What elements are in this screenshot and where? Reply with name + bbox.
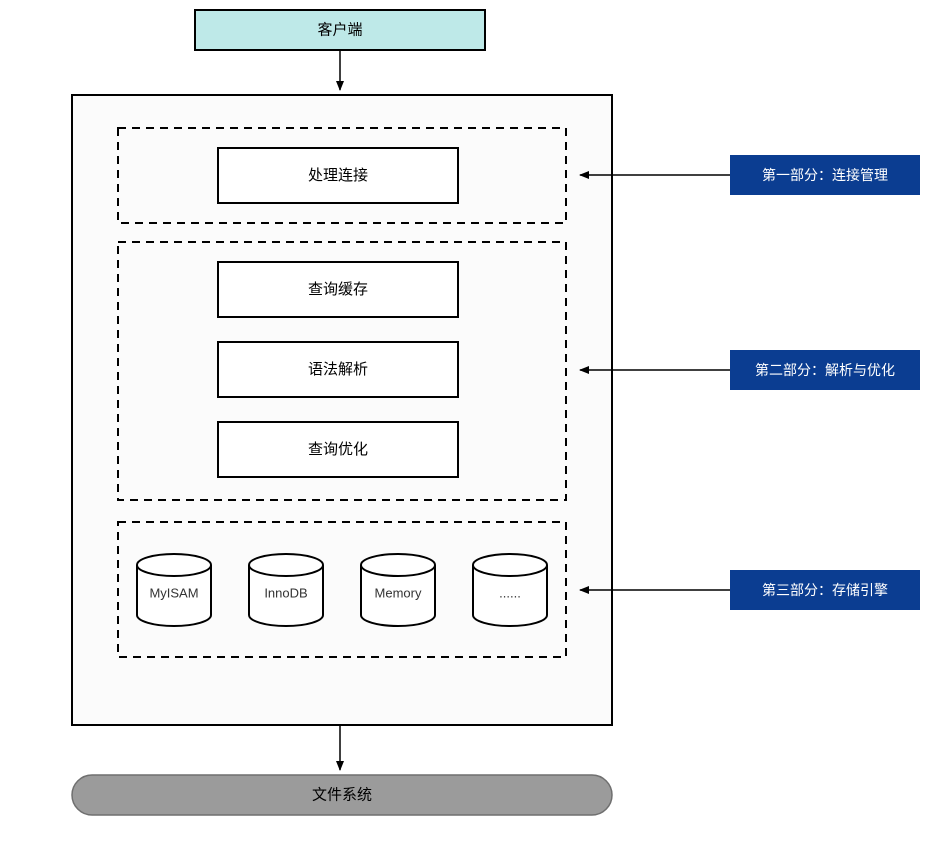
storage-engine-0-top [137,554,211,576]
connection-box-label: 处理连接 [308,167,368,184]
client-label: 客户端 [317,22,362,39]
storage-engine-1-top [249,554,323,576]
callout-3-label: 第三部分：存储引擎 [762,582,888,598]
parse-box-0-label: 查询缓存 [308,281,368,298]
callout-1-label: 第一部分：连接管理 [762,167,888,183]
storage-engine-2-top [361,554,435,576]
storage-engine-3-label: ...... [499,586,521,601]
storage-engine-2-label: Memory [375,586,422,601]
parse-box-1-label: 语法解析 [308,361,368,378]
parse-box-2-label: 查询优化 [308,441,368,458]
callout-2-label: 第二部分：解析与优化 [755,362,895,378]
footer-label: 文件系统 [312,787,372,804]
storage-engine-0-label: MyISAM [149,586,198,601]
storage-engine-1-label: InnoDB [264,586,307,601]
storage-engine-3-top [473,554,547,576]
